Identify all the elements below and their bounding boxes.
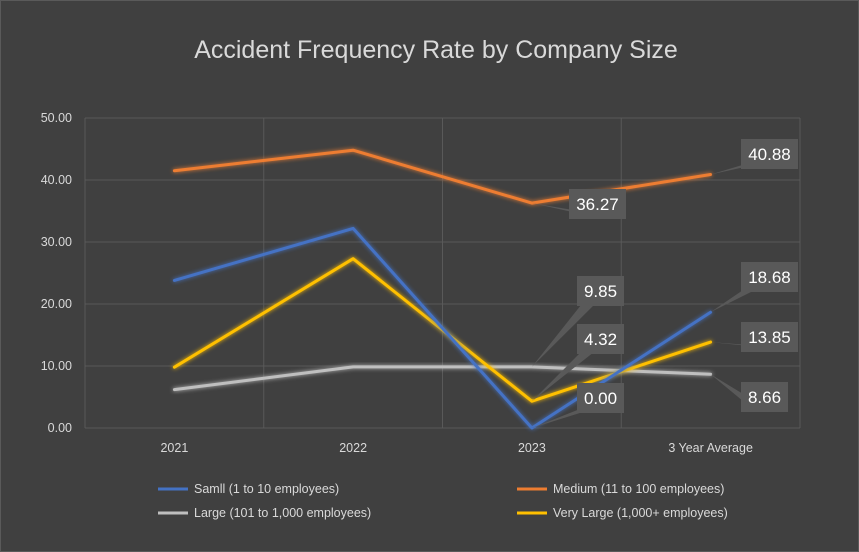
data-label-leader [531,203,591,213]
data-label-box [577,324,624,354]
series-line [172,226,713,430]
chart-title: Accident Frequency Rate by Company Size [194,36,678,64]
gridlines [84,117,801,429]
y-tick-label: 0.00 [48,421,72,435]
data-label-box [741,382,788,412]
y-tick-label: 10.00 [41,359,72,373]
x-tick-label: 2022 [339,441,367,455]
y-tick-label: 30.00 [41,235,72,249]
data-labels: 36.27 40.88 9.85 4.32 0.00 18.68 13.85 8.66 [531,139,798,428]
data-label-text: 0.00 [584,389,617,408]
data-label-leader [531,348,599,402]
data-label-box [741,262,798,292]
data-label-text: 18.68 [748,268,791,287]
x-tick-label: 3 Year Average [668,441,753,455]
data-label-text: 13.85 [748,328,791,347]
data-label: 4.32 [531,324,624,402]
data-label-text: 4.32 [584,330,617,349]
data-label-text: 9.85 [584,282,617,301]
data-label: 0.00 [531,383,624,428]
legend: Samll (1 to 10 employees) Medium (11 to 1… [158,482,728,520]
data-label-text: 36.27 [576,195,619,214]
series-line [172,148,713,205]
legend-entry: Samll (1 to 10 employees) [158,482,339,496]
y-axis-ticks: 0.00 10.00 20.00 30.00 40.00 50.00 [41,111,72,435]
data-label-box [741,139,798,169]
data-label-leader [710,286,763,313]
data-label-leader [710,374,763,406]
legend-label: Medium (11 to 100 employees) [553,482,724,496]
y-tick-label: 50.00 [41,111,72,125]
data-label-box [741,322,798,352]
x-tick-label: 2021 [160,441,188,455]
data-label-leader [531,300,599,367]
x-axis-ticks: 2021 2022 2023 3 Year Average [160,441,752,455]
data-label-box [577,383,624,413]
series-lines [172,148,713,430]
data-label-text: 40.88 [748,145,791,164]
legend-entry: Very Large (1,000+ employees) [517,506,728,520]
data-label: 40.88 [710,139,798,175]
legend-label: Very Large (1,000+ employees) [553,506,728,520]
data-label: 36.27 [531,189,626,219]
y-tick-label: 40.00 [41,173,72,187]
data-label-box [577,276,624,306]
data-label: 9.85 [531,276,624,367]
data-label-box [569,189,626,219]
data-label: 13.85 [710,322,798,352]
data-label: 8.66 [710,374,788,412]
legend-entry: Medium (11 to 100 employees) [517,482,724,496]
legend-label: Samll (1 to 10 employees) [194,482,339,496]
legend-entry: Large (101 to 1,000 employees) [158,506,371,520]
legend-label: Large (101 to 1,000 employees) [194,506,371,520]
data-label-text: 8.66 [748,388,781,407]
y-tick-label: 20.00 [41,297,72,311]
x-tick-label: 2023 [518,441,546,455]
data-label: 18.68 [710,262,798,313]
